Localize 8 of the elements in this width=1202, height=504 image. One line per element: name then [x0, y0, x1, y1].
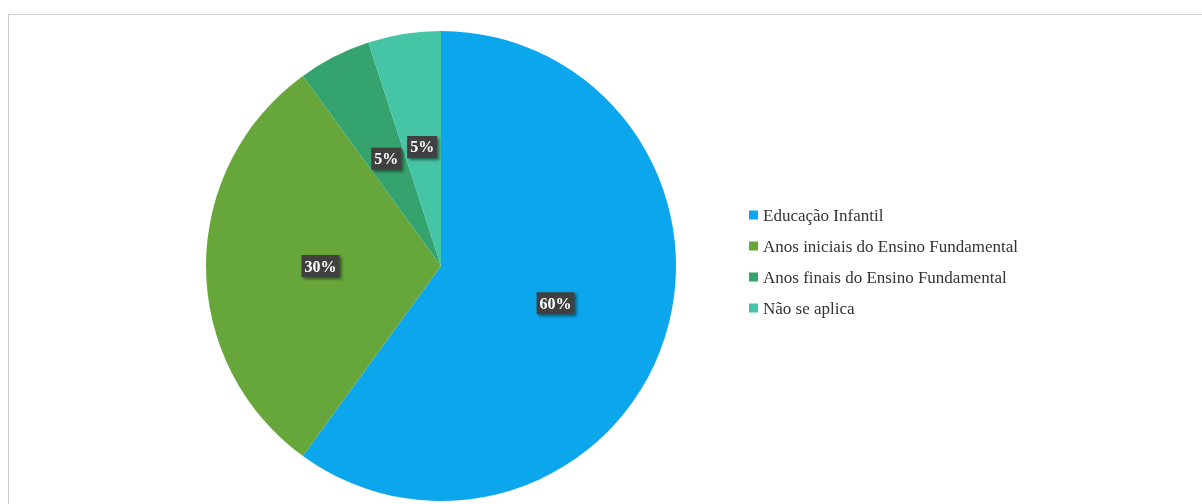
data-label: 5%: [374, 150, 399, 168]
legend-label: Educação Infantil: [763, 205, 884, 225]
legend-label: Anos finais do Ensino Fundamental: [763, 267, 1007, 287]
data-label: 30%: [304, 257, 337, 275]
data-label: 60%: [539, 294, 572, 312]
legend-label: Anos iniciais do Ensino Fundamental: [763, 236, 1019, 256]
legend-label: Não se aplica: [763, 298, 856, 318]
data-label: 5%: [410, 138, 435, 156]
